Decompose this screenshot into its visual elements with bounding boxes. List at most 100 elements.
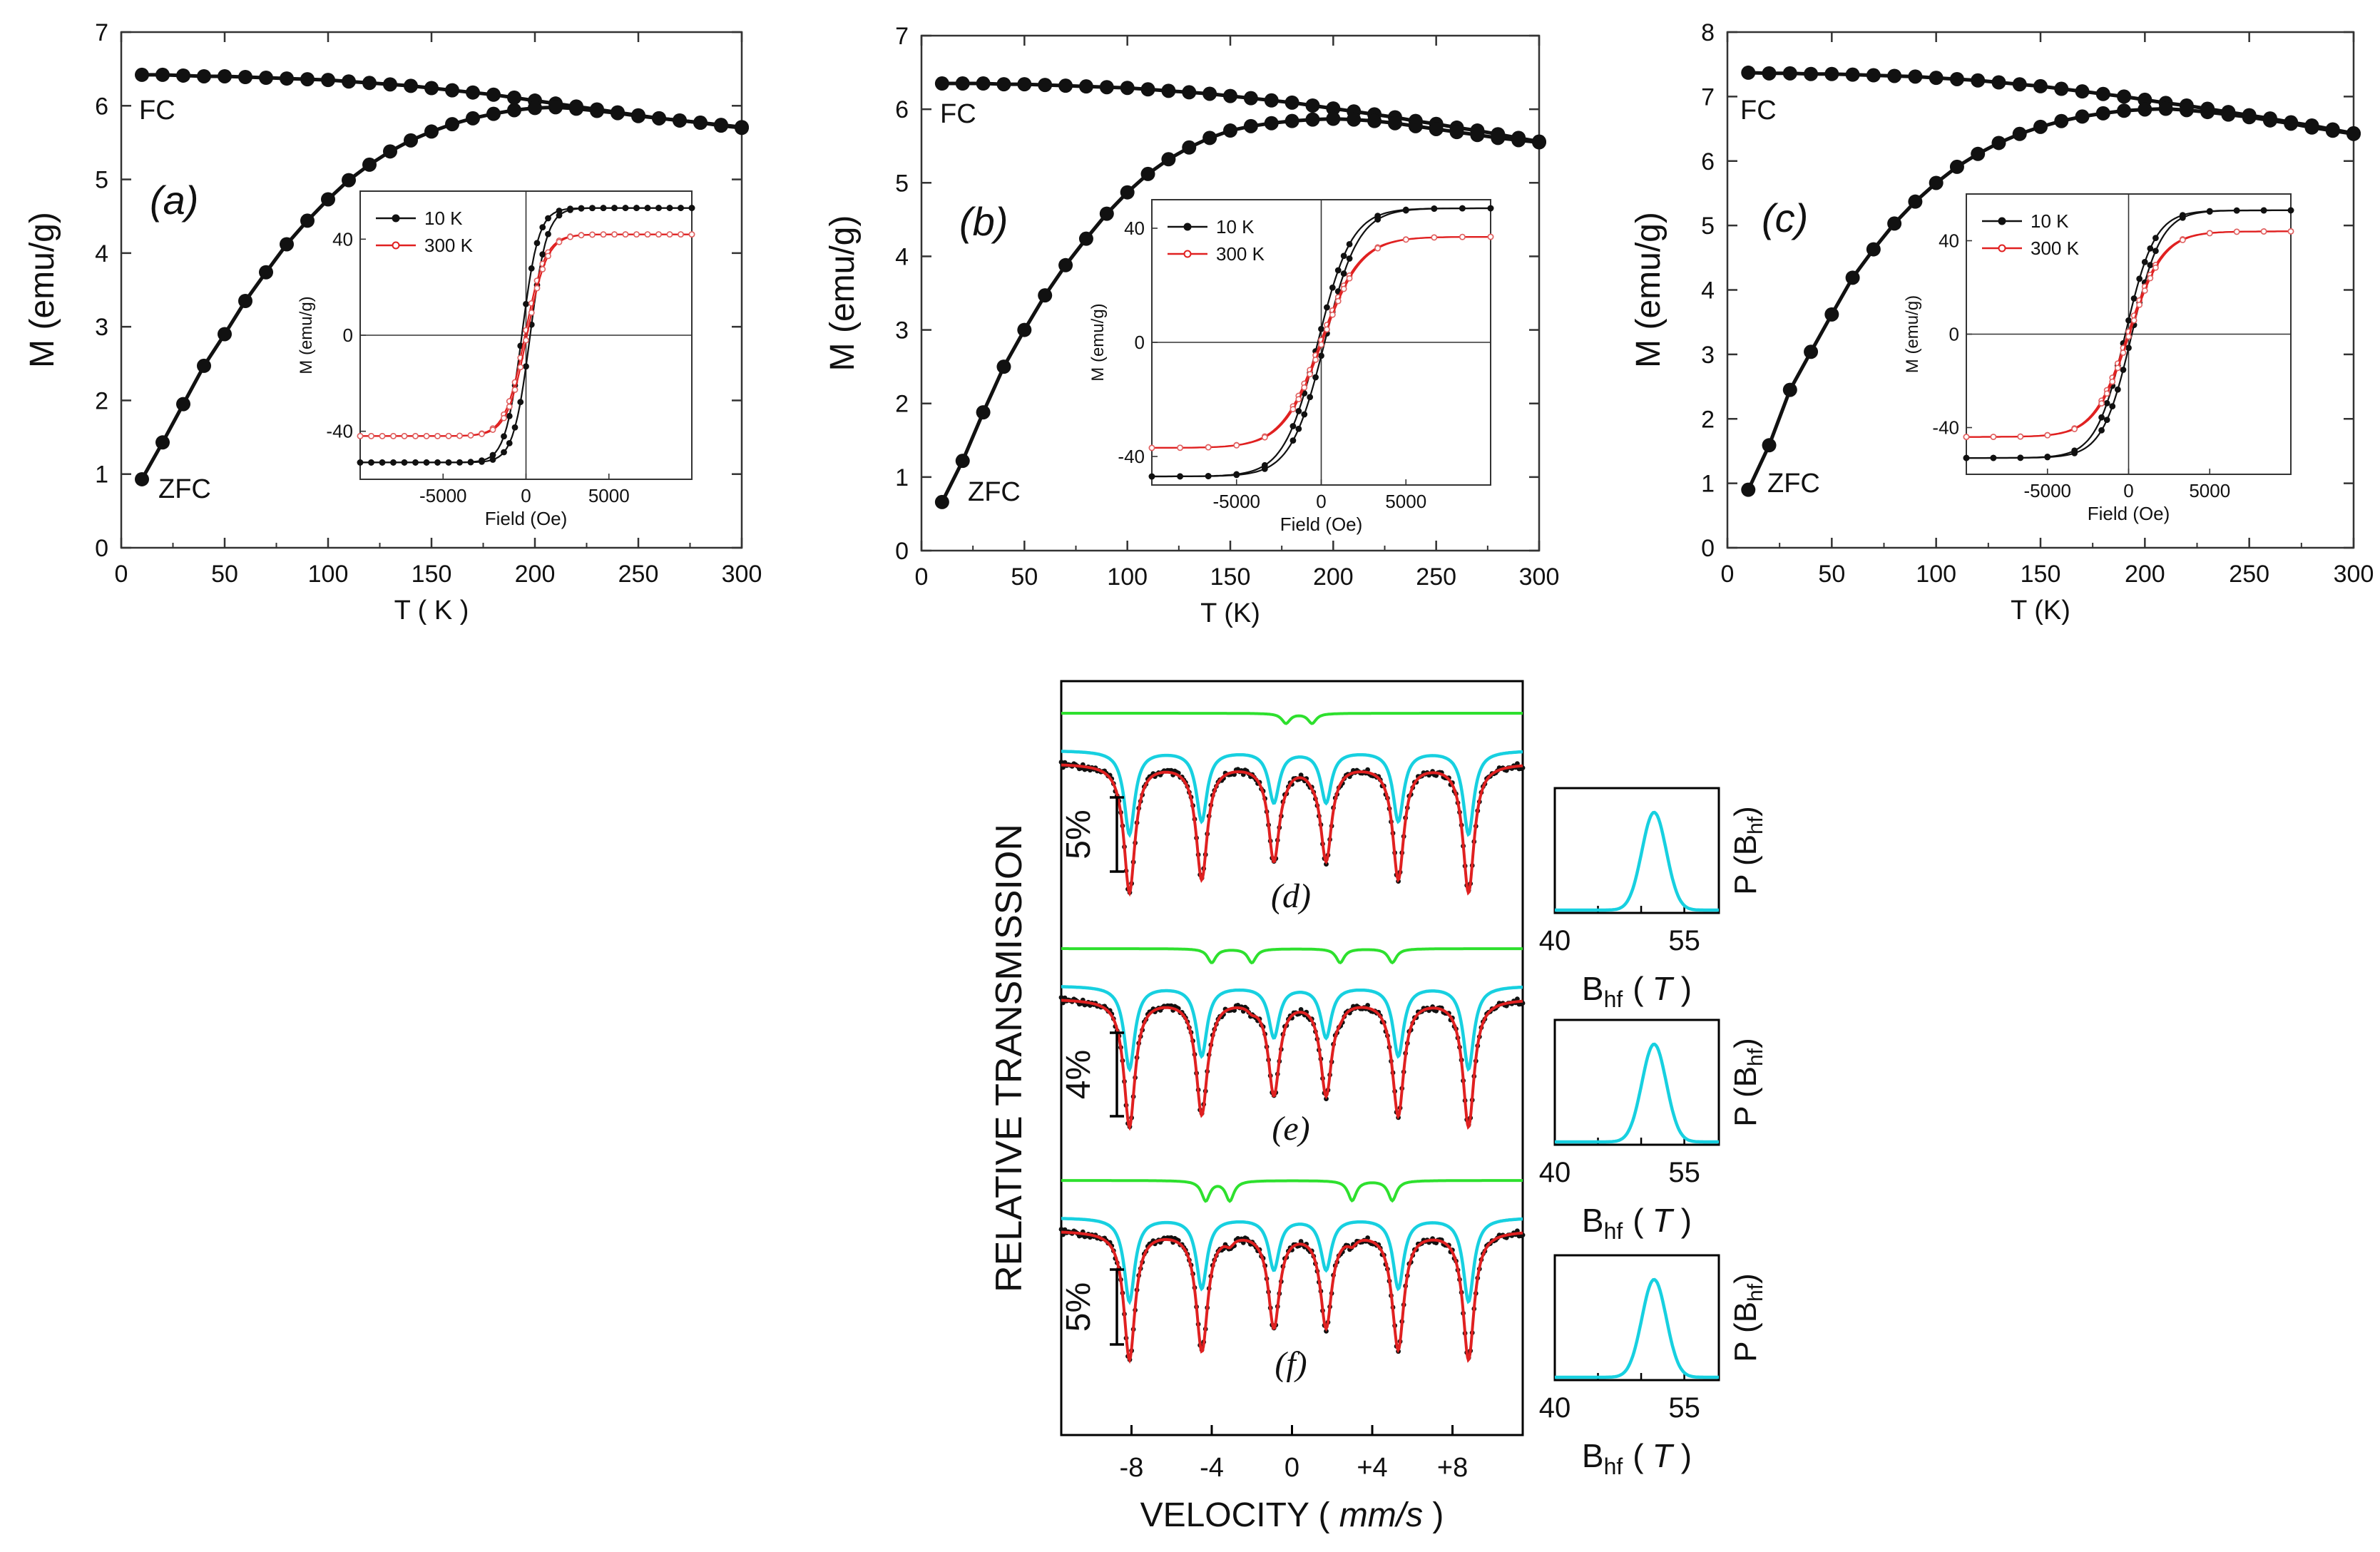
inset-point-300k [1318,341,1324,348]
velocity-tick-label: 0 [1285,1453,1299,1483]
data-point-zfc [1929,175,1944,190]
inset-hysteresis: -5000 0 5000 -40 0 40 Field (Oe) M (emu/g) 10 K 3… [1088,199,1494,535]
transmission-axis-label: RELATIVE TRANSMISSION [989,824,1030,1292]
inset-point-300k [1963,434,1970,440]
series-line-fc [142,73,742,130]
bhf-subscript: hf [1604,1454,1623,1479]
data-point-zfc [2262,113,2277,128]
y-tick-label: 2 [1701,406,1715,433]
inset-point-10k [1148,473,1155,480]
inset-x-tick-label: 0 [521,485,531,506]
x-axis-label: T ( K ) [394,596,469,626]
inset-point-300k [1301,384,1308,391]
data-point-fc [197,68,211,83]
inset-point-10k [423,459,430,466]
inset-point-300k [528,309,535,316]
inset-point-10k [412,459,419,466]
inset-y-tick-label: -40 [326,421,353,442]
y-tick-label: 2 [895,391,909,418]
distribution-curve [1555,1277,1719,1379]
inset-point-10k [2233,207,2240,214]
y-tick-label: 0 [895,538,909,565]
inset-point-10k [533,240,541,247]
data-point-zfc [1866,242,1881,257]
inset-point-10k [2179,214,2186,221]
distribution-tick-label: 40 [1539,1392,1571,1424]
data-point-fc [1305,98,1320,113]
inset-point-300k [644,231,651,238]
data-point-zfc [2054,113,2069,128]
inset-legend-label: 300 K [424,235,474,256]
inset-point-300k [1289,406,1297,413]
data-point-zfc [1532,135,1546,150]
data-point-zfc [1347,112,1362,127]
bhf-subscript: hf [1604,986,1623,1012]
inset-point-10k [556,212,563,219]
data-point-zfc [486,106,501,121]
data-point-fc [362,76,377,91]
data-point-fc [1991,75,2006,90]
inset-point-300k [2130,317,2138,324]
data-point-fc [1120,81,1135,96]
x-tick-label: 100 [1107,563,1148,591]
inset-point-300k [506,403,513,410]
inset-point-10k [633,205,640,211]
inset-point-300k [489,427,496,433]
pbhf-close: ) [1728,1038,1763,1048]
data-point-zfc [2221,107,2236,122]
inset-point-300k [401,432,408,439]
inset-point-10k [1177,473,1183,480]
inset-point-10k [539,224,546,231]
data-point-zfc [976,405,991,420]
data-point-fc [2012,77,2027,92]
data-point-zfc [1099,206,1114,221]
y-tick-label: 1 [1701,471,1715,498]
panel-a: 0 50 100 150 200 250 300 0 1 2 3 4 5 6 7 T ( K ) M (emu/… [24,19,762,626]
bhf-subscript: hf [1604,1218,1623,1244]
inset-x-tick-label: 0 [1316,491,1326,512]
inset-point-300k [1233,441,1240,449]
data-point-fc [1264,93,1279,108]
x-tick-label: 200 [2125,561,2165,588]
inset-point-300k [533,285,541,292]
data-point-zfc [548,100,563,115]
inset-point-10k [655,205,662,211]
inset-point-10k [467,459,474,466]
fc-label: FC [940,99,976,129]
inset-point-10k [368,459,374,466]
inset-x-tick-label: 0 [2123,480,2133,501]
inset-point-300k [1346,275,1353,282]
data-point-fc [238,70,252,85]
bhf-paren-open: ( [1633,1437,1644,1474]
data-point-fc [1161,83,1176,98]
pbhf-subscript: hf [1744,1283,1767,1302]
data-point-fc [1929,71,1944,86]
inset-point-10k [1233,471,1240,479]
inset-point-10k [1431,205,1438,212]
data-point-zfc [1078,231,1093,246]
inset-point-300k [379,432,386,439]
inset-point-10k [2287,207,2294,214]
inset-y-tick-label: 0 [343,325,353,346]
inset-legend-label: 10 K [2031,210,2069,232]
inset-point-10k [2017,454,2024,461]
data-point-zfc [2284,116,2299,131]
data-point-fc [300,72,315,87]
inset-point-10k [1459,205,1466,212]
data-point-fc [1058,78,1073,93]
inset-legend-marker [1998,217,2006,225]
y-tick-label: 6 [1701,148,1715,175]
x-tick-label: 300 [1519,563,1560,591]
scale-bar-label: 5% [1060,810,1098,859]
inset-point-10k [2206,208,2213,215]
inset-legend-marker [392,214,400,223]
inset-point-10k [1340,252,1347,260]
data-point-zfc [1408,118,1423,133]
distribution-frame [1553,1018,1720,1146]
x-tick-label: 50 [1011,563,1038,591]
data-point-zfc [934,494,949,509]
inset-point-10k [2141,258,2148,265]
inset-point-10k [1374,216,1381,223]
inset-point-10k [2152,247,2159,255]
inset-legend-label: 300 K [1216,243,1265,265]
